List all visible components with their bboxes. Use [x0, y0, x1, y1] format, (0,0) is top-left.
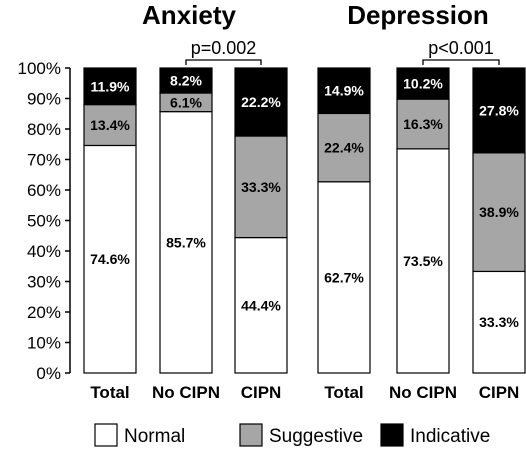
- bar-segment-depression-no-cipn-indicative: [396, 67, 450, 100]
- significance-bracket: [422, 59, 500, 65]
- data-label: 10.2%: [403, 76, 443, 92]
- data-label: 16.3%: [403, 116, 443, 132]
- bar-segment-depression-total-normal: [317, 181, 371, 374]
- legend-swatch-normal: [94, 423, 118, 447]
- y-axis: 0% 10% 20% 30% 40% 50% 60% 70% 80% 90% 100%: [18, 59, 71, 383]
- legend-swatch-suggestive: [239, 423, 263, 447]
- bar-segment-anxiety-no-cipn-indicative: [159, 67, 213, 94]
- legend-label-normal: Normal: [124, 426, 185, 447]
- bar-segment-depression-cipn-normal: [472, 270, 526, 374]
- data-label: 22.4%: [324, 140, 364, 156]
- y-tick-label: 90%: [27, 90, 61, 109]
- bar-segment-depression-cipn-indicative: [472, 67, 526, 154]
- y-tick-label: 80%: [27, 120, 61, 139]
- bar-segment-anxiety-cipn-indicative: [234, 67, 288, 137]
- data-label: 33.3%: [479, 314, 519, 330]
- y-tick-label: 40%: [27, 242, 61, 261]
- category-label-no-cipn: No CIPN: [152, 383, 220, 402]
- p-value-label: p=0.002: [191, 38, 257, 58]
- y-tick-label: 60%: [27, 181, 61, 200]
- panel-title-depression: Depression: [347, 0, 489, 30]
- bar-segment-anxiety-total-indicative: [83, 67, 137, 106]
- y-tick-label: 30%: [27, 273, 61, 292]
- legend: Normal Suggestive Indicative: [94, 423, 490, 447]
- data-label: 44.4%: [241, 297, 281, 313]
- data-label: 33.3%: [241, 179, 281, 195]
- y-tick-label: 0%: [36, 364, 61, 383]
- data-label: 38.9%: [479, 204, 519, 220]
- bar-segment-depression-cipn-suggestive: [472, 152, 526, 273]
- data-label: 27.8%: [479, 102, 519, 118]
- panel-title-anxiety: Anxiety: [142, 0, 236, 30]
- bar-segment-depression-no-cipn-normal: [396, 148, 450, 374]
- data-label: 85.7%: [166, 234, 206, 250]
- category-label-cipn: CIPN: [241, 383, 282, 402]
- data-label: 11.9%: [91, 78, 130, 94]
- category-label-total: Total: [90, 383, 129, 402]
- data-label: 74.6%: [90, 251, 130, 267]
- y-tick-label: 70%: [27, 151, 61, 170]
- legend-label-suggestive: Suggestive: [269, 426, 363, 447]
- y-tick-label: 20%: [27, 303, 61, 322]
- y-tick-label: 50%: [27, 212, 61, 231]
- y-tick-label: 10%: [27, 334, 61, 353]
- data-label: 14.9%: [324, 83, 364, 99]
- bar-segment-depression-total-indicative: [317, 67, 371, 115]
- bar-segment-anxiety-cipn-normal: [234, 236, 288, 374]
- bar-segment-depression-no-cipn-suggestive: [396, 98, 450, 150]
- significance-bracket: [185, 59, 262, 65]
- data-label: 8.2%: [170, 73, 202, 89]
- category-label-cipn: CIPN: [479, 383, 520, 402]
- bar-segment-anxiety-total-normal: [83, 144, 137, 374]
- legend-swatch-indicative: [380, 423, 404, 447]
- legend-label-indicative: Indicative: [410, 426, 490, 447]
- data-label: 22.2%: [241, 94, 281, 110]
- data-label: 13.4%: [90, 117, 130, 133]
- category-label-total: Total: [324, 383, 363, 402]
- data-label: 73.5%: [403, 253, 443, 269]
- data-label: 6.1%: [170, 94, 202, 110]
- data-label: 62.7%: [324, 269, 364, 285]
- category-label-no-cipn: No CIPN: [389, 383, 457, 402]
- bar-segment-depression-total-suggestive: [317, 112, 371, 183]
- y-tick-label: 100%: [18, 59, 61, 78]
- p-value-label: p<0.001: [428, 38, 494, 58]
